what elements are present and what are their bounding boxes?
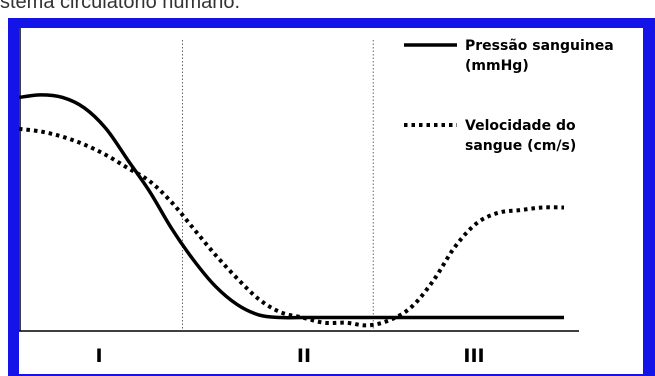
region-labels: I II III [95, 345, 484, 367]
region-label-3: III [463, 345, 484, 367]
series-layer [19, 93, 565, 328]
chart-panel: I II III Pressão sanguinea (mmHg) Velocidade… [19, 28, 643, 374]
legend-label-2: Velocidade do sangue (cm/s) [465, 118, 576, 154]
legend: Pressão sanguinea (mmHg) Velocidade do sang… [404, 38, 614, 154]
region-label-2: II [297, 345, 311, 367]
legend-label-1: Pressão sanguinea (mmHg) [465, 38, 614, 74]
chart: I II III Pressão sanguinea (mmHg)Velocidade… [19, 28, 614, 367]
region-label-1: I [95, 345, 102, 367]
caption: stema circulatório humano. [0, 0, 241, 13]
series-line-pressao [19, 93, 564, 320]
region-dividers [182, 40, 374, 331]
series-line-velocidade [19, 126, 565, 328]
